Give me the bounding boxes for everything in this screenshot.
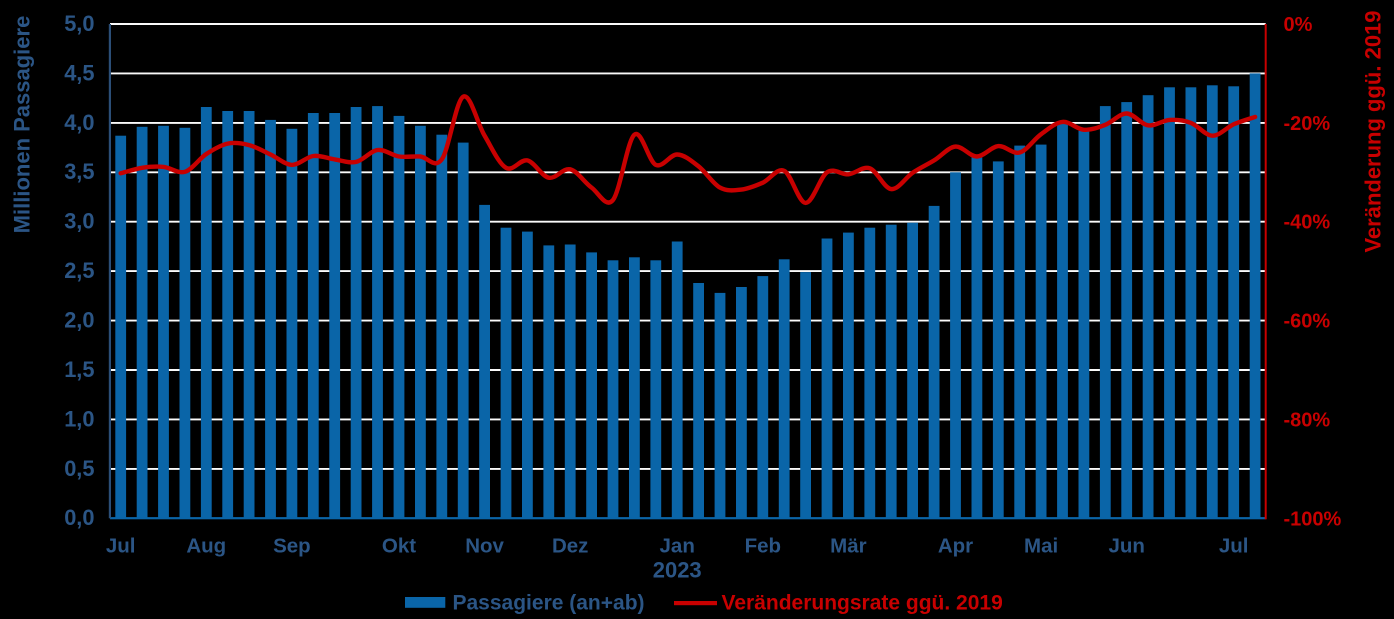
svg-text:Okt: Okt <box>382 535 416 558</box>
svg-text:4,0: 4,0 <box>64 110 94 135</box>
svg-text:-80%: -80% <box>1284 409 1331 431</box>
svg-text:Nov: Nov <box>465 535 504 558</box>
svg-text:Feb: Feb <box>745 535 781 558</box>
svg-text:Mai: Mai <box>1024 535 1058 558</box>
svg-text:Jul: Jul <box>106 535 136 558</box>
svg-text:0,0: 0,0 <box>64 505 94 530</box>
svg-text:0,5: 0,5 <box>64 456 94 481</box>
svg-text:Jul: Jul <box>1219 535 1249 558</box>
svg-text:3,5: 3,5 <box>64 159 94 184</box>
svg-text:Passagiere (an+ab): Passagiere (an+ab) <box>453 592 645 615</box>
svg-text:5,0: 5,0 <box>64 11 94 36</box>
svg-text:-20%: -20% <box>1284 113 1331 135</box>
svg-text:Sep: Sep <box>273 535 311 558</box>
svg-text:Jan: Jan <box>660 535 695 558</box>
svg-text:Veränderung ggü. 2019: Veränderung ggü. 2019 <box>1361 10 1386 252</box>
svg-text:Dez: Dez <box>552 535 588 558</box>
svg-text:1,5: 1,5 <box>64 357 94 382</box>
svg-text:Veränderungsrate ggü. 2019: Veränderungsrate ggü. 2019 <box>722 592 1003 615</box>
svg-text:Aug: Aug <box>186 535 226 558</box>
svg-text:0%: 0% <box>1284 14 1313 36</box>
svg-text:2023: 2023 <box>653 558 702 583</box>
svg-text:3,0: 3,0 <box>64 209 94 234</box>
svg-text:Jun: Jun <box>1108 535 1144 558</box>
svg-text:-40%: -40% <box>1284 212 1331 234</box>
svg-text:1,0: 1,0 <box>64 406 94 431</box>
svg-text:2,0: 2,0 <box>64 308 94 333</box>
svg-text:Mär: Mär <box>830 535 866 558</box>
svg-text:Apr: Apr <box>938 535 973 558</box>
svg-text:-60%: -60% <box>1284 311 1331 333</box>
svg-text:4,5: 4,5 <box>64 60 94 85</box>
svg-text:-100%: -100% <box>1284 508 1342 530</box>
svg-text:2,5: 2,5 <box>64 258 94 283</box>
svg-text:Millionen Passagiere: Millionen Passagiere <box>10 16 35 234</box>
